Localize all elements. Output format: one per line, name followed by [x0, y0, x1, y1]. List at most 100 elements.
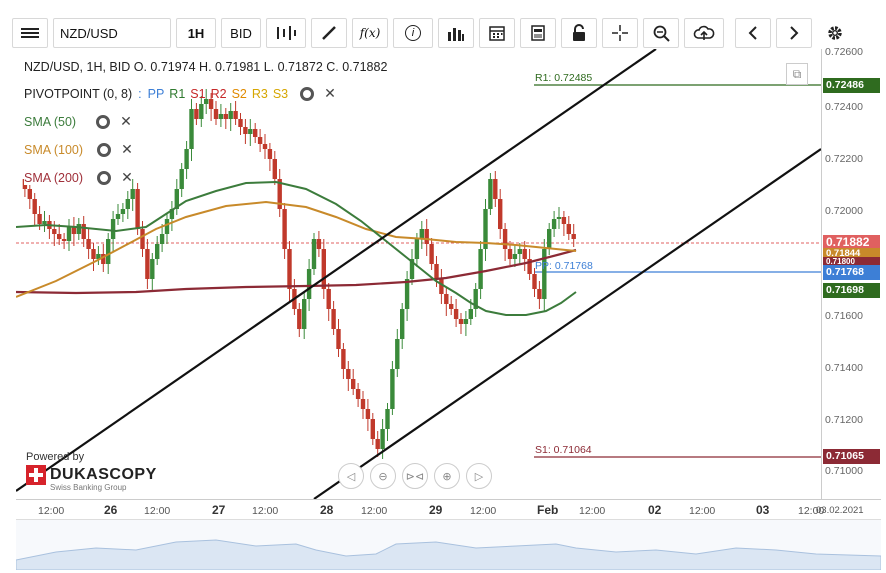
document-icon [531, 25, 545, 41]
zoom-out-button[interactable]: ⊖ [370, 463, 396, 489]
candle-body [169, 209, 175, 219]
time-tick: 12:00 [470, 505, 497, 517]
candle-body [532, 274, 537, 289]
price-tick: 0.71200 [825, 414, 863, 426]
candle-body [390, 369, 395, 409]
candle-body [164, 219, 170, 234]
close-icon[interactable]: ✕ [121, 169, 133, 185]
current-price-tag: 0.71882 [823, 235, 880, 251]
gear-icon[interactable] [300, 86, 315, 101]
upload-button[interactable] [684, 18, 724, 48]
pan-left-button[interactable]: ◁ [338, 463, 364, 489]
time-tick: Feb [537, 503, 559, 517]
candle-body [419, 229, 424, 239]
dukascopy-logo: Powered by DUKASCOPY Swiss Banking Group [26, 451, 157, 492]
candle-body [434, 264, 439, 279]
candle-body [76, 224, 81, 234]
candle-body [414, 239, 420, 259]
price-tick: 0.72600 [825, 46, 863, 58]
candle-body [238, 119, 243, 127]
sma50-line [16, 180, 577, 316]
calendar-button[interactable] [479, 18, 515, 48]
volume-button[interactable] [438, 18, 474, 48]
candle-body [449, 304, 454, 309]
sma200-line [16, 248, 577, 295]
popout-button[interactable]: ⧉ [786, 63, 808, 85]
lock-button[interactable] [561, 18, 597, 48]
price-axis[interactable]: 0.72600 0.72400 0.72200 0.72000 0.71600 … [821, 46, 881, 499]
gear-icon[interactable] [97, 142, 112, 157]
candle-body [429, 244, 434, 264]
candles-icon [277, 26, 296, 40]
crosshair-button[interactable] [602, 18, 638, 48]
timeframe-selector[interactable]: 1H [176, 18, 216, 48]
candle-body [385, 409, 390, 429]
r1-price-tag: 0.72486 [823, 78, 880, 93]
sma200-price-tag: 0.71800 [823, 257, 880, 266]
symbol-selector[interactable]: NZD/USD [53, 18, 171, 48]
pivot-item-r1: R1 [169, 86, 186, 101]
drawing-tool-button[interactable] [311, 18, 347, 48]
chart-toolbar: NZD/USD 1H BID f(x) i [12, 17, 878, 49]
candle-body [204, 99, 209, 104]
time-tick: 12:00 [579, 505, 606, 517]
close-icon[interactable]: ✕ [120, 113, 132, 129]
candle-body [155, 244, 160, 259]
candle-body [32, 199, 37, 214]
chart-area[interactable]: NZD/USD, 1H, BID O. 0.71974 H. 0.71981 L… [15, 46, 882, 571]
info-icon: i [405, 25, 421, 41]
pp-price-tag: 0.71768 [823, 265, 880, 280]
candle-body [194, 109, 199, 119]
candle-body [478, 249, 483, 289]
crosshair-icon [612, 25, 628, 41]
scroll-right-button[interactable] [776, 18, 812, 48]
chart-type-button[interactable] [266, 18, 306, 48]
candle-body [395, 339, 400, 369]
candle-body [365, 409, 371, 419]
candle-body [551, 219, 557, 229]
candle-body [463, 319, 469, 324]
candle-body [253, 129, 258, 137]
pivot-items: PP R1 S1 R2 S2 R3 S3 [148, 87, 289, 101]
candle-body [297, 309, 302, 329]
time-tick: 12:00 [252, 505, 279, 517]
candle-body [140, 229, 145, 249]
pan-right-button[interactable]: ▷ [466, 463, 492, 489]
pivot-item-pp: PP [147, 86, 165, 101]
zoom-out-icon: ⊖ [378, 470, 388, 483]
candle-body [125, 199, 130, 209]
zoom-in-button[interactable]: ⊕ [434, 463, 460, 489]
zoom-in-icon: ⊕ [442, 470, 452, 483]
news-button[interactable] [520, 18, 556, 48]
indicators-button[interactable]: f(x) [352, 18, 388, 48]
navigator-chart [15, 539, 882, 571]
candle-body [81, 224, 86, 239]
close-icon[interactable]: ✕ [324, 85, 336, 101]
brand-name: DUKASCOPY [50, 466, 157, 483]
candle-body [213, 109, 219, 119]
candle-body [52, 229, 57, 234]
time-tick: 12:00 [361, 505, 388, 517]
reset-zoom-button[interactable]: ⊳⊲ [402, 463, 428, 489]
side-selector[interactable]: BID [221, 18, 261, 48]
gear-icon[interactable] [97, 170, 112, 185]
zoom-button[interactable] [643, 18, 679, 48]
candle-body [184, 149, 189, 169]
pivot-item-s1: S1 [190, 86, 206, 101]
gear-icon[interactable] [96, 114, 111, 129]
menu-button[interactable] [12, 18, 48, 48]
candle-body [336, 329, 341, 349]
info-button[interactable]: i [393, 18, 433, 48]
candle-body [341, 349, 346, 369]
navigator-pane[interactable] [15, 519, 882, 571]
candle-body [561, 217, 567, 224]
settings-button[interactable] [817, 18, 853, 48]
close-icon[interactable]: ✕ [121, 141, 133, 157]
candle-body [556, 217, 562, 219]
candle-body [287, 249, 292, 289]
scroll-left-button[interactable] [735, 18, 771, 48]
lower-channel-line [313, 148, 821, 499]
time-axis[interactable]: 12:00 26 12:00 27 12:00 28 12:00 29 12:00 Feb 12:0… [16, 499, 881, 519]
price-plot[interactable] [16, 49, 821, 499]
price-tick: 0.72200 [825, 153, 863, 165]
